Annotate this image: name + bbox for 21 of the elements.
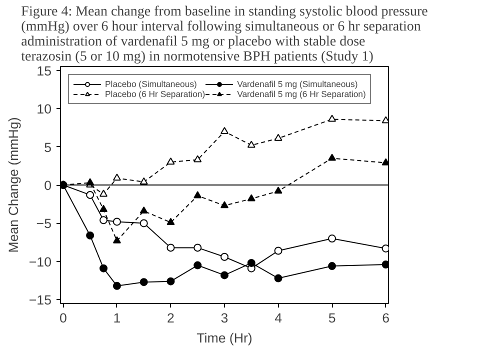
y-tick-label: −5 bbox=[36, 216, 52, 232]
y-tick-label: 10 bbox=[36, 102, 52, 117]
y-tick-label: 5 bbox=[44, 140, 52, 155]
x-tick-label: 6 bbox=[382, 310, 390, 326]
x-tick-label: 3 bbox=[220, 310, 228, 326]
x-tick-label: 1 bbox=[113, 310, 121, 326]
legend-label: Vardenafil 5 mg (Simultaneous) bbox=[237, 79, 358, 89]
legend-label: Vardenafil 5 mg (6 Hr Separation) bbox=[237, 89, 366, 99]
y-tick-label: 0 bbox=[44, 178, 52, 193]
x-tick-label: 4 bbox=[274, 310, 283, 326]
y-tick-label: −10 bbox=[28, 254, 52, 270]
chart-title: Figure 4: Mean change from baseline in standing systolic blood pressure (mmHg) over 6 hour interval following simultaneous or 6 hr separation administration of vardenafil 5 mg or placebo with stable dose terazosin (5 or 10 mg) in normotensive BPH patients (Study 1) bbox=[21, 4, 428, 64]
legend-label: Placebo (Simultaneous) bbox=[105, 79, 197, 89]
y-tick-label: 15 bbox=[36, 63, 52, 78]
x-tick-label: 2 bbox=[167, 310, 174, 326]
y-tick-label: −15 bbox=[28, 292, 52, 308]
x-tick-label: 5 bbox=[328, 310, 336, 326]
y-axis-title: Mean Change (mmHg) bbox=[6, 117, 21, 253]
legend-label: Placebo (6 Hr Separation) bbox=[105, 89, 206, 99]
x-axis-title: Time (Hr) bbox=[196, 330, 252, 346]
x-tick-label: 0 bbox=[59, 310, 67, 326]
